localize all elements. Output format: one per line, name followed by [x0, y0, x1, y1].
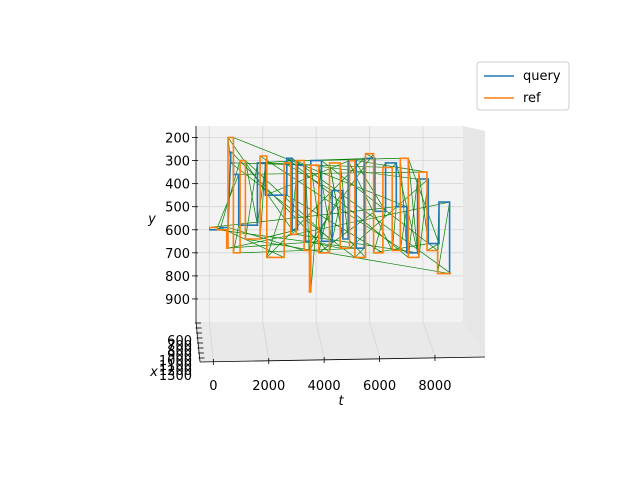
alignment-line: [354, 160, 386, 212]
grid-line-floor: [262, 321, 270, 360]
x-tick-label: 800: [167, 344, 192, 359]
y-axis-label: y: [147, 212, 156, 227]
x-tick-label: 700: [167, 339, 192, 354]
alignment-line: [407, 158, 418, 253]
legend-label-query: query: [523, 69, 561, 84]
x-axis-line: [195, 321, 201, 363]
series-query: [209, 151, 451, 274]
series-ref: [209, 136, 451, 293]
alignment-line: [407, 158, 440, 244]
alignment-line: [354, 247, 365, 258]
x-tick-label: 1200: [159, 364, 192, 379]
alignment-line: [407, 178, 418, 258]
t-axis-label: t: [338, 394, 344, 409]
grid-line-floor: [315, 321, 325, 359]
t-tick-label: 0: [209, 379, 217, 394]
alignment-line: [227, 201, 450, 249]
grid-line-floor: [369, 321, 380, 358]
alignment-line: [245, 238, 450, 274]
floor-pane: [196, 322, 485, 362]
t-axis-line: [199, 356, 486, 363]
alignment-line: [286, 194, 384, 254]
x-tick-label: 1300: [159, 369, 192, 384]
grid-line-floor: [422, 321, 436, 357]
alignment-line: [339, 162, 349, 240]
alignment-line: [265, 160, 350, 196]
y-tick-label: 200: [165, 132, 190, 147]
series-layer: [209, 136, 451, 293]
t-tick-label: 6000: [363, 379, 396, 394]
y-tick-label: 500: [165, 201, 190, 216]
y-tick-label: 400: [165, 178, 190, 193]
y-tick-label: 900: [165, 293, 190, 308]
alignment-line: [245, 162, 258, 240]
alignment-line: [219, 227, 285, 258]
x-tick-label: 900: [167, 349, 192, 364]
alignment-line: [310, 165, 322, 242]
legend-label-ref: ref: [523, 91, 541, 106]
x-tick-label: 1000: [159, 354, 192, 369]
y-tick-label: 300: [165, 155, 190, 170]
side-pane: [463, 126, 485, 357]
alignment-line: [226, 240, 322, 249]
x-tick-label: 600: [167, 334, 192, 349]
legend: query ref: [476, 61, 570, 111]
x-tick-label: 1100: [159, 359, 192, 374]
alignment-line: [233, 137, 408, 208]
t-tick-label: 4000: [308, 379, 341, 394]
t-tick-label: 2000: [252, 379, 285, 394]
alignment-line: [309, 190, 344, 251]
y-tick-labels: 200 300 400 500 600 700 800 900: [165, 132, 198, 308]
y-tick-label: 700: [165, 247, 190, 262]
alignment-line: [399, 158, 408, 253]
t-tick-labels: 0 2000 4000 6000 8000: [209, 355, 451, 394]
x-axis-label: x: [149, 365, 158, 380]
alignment-line: [233, 225, 240, 253]
grid-line-floor: [208, 321, 214, 361]
y-tick-label: 800: [165, 270, 190, 285]
alignment-line: [245, 160, 258, 226]
t-tick-label: 8000: [418, 379, 451, 394]
alignment-line: [356, 160, 428, 173]
alignment-line: [349, 178, 429, 249]
alignment-line: [437, 202, 450, 274]
y-tick-label: 600: [165, 224, 190, 239]
alignment-line: [426, 243, 440, 251]
alignment-line: [259, 162, 266, 240]
alignment-line: [399, 206, 408, 251]
